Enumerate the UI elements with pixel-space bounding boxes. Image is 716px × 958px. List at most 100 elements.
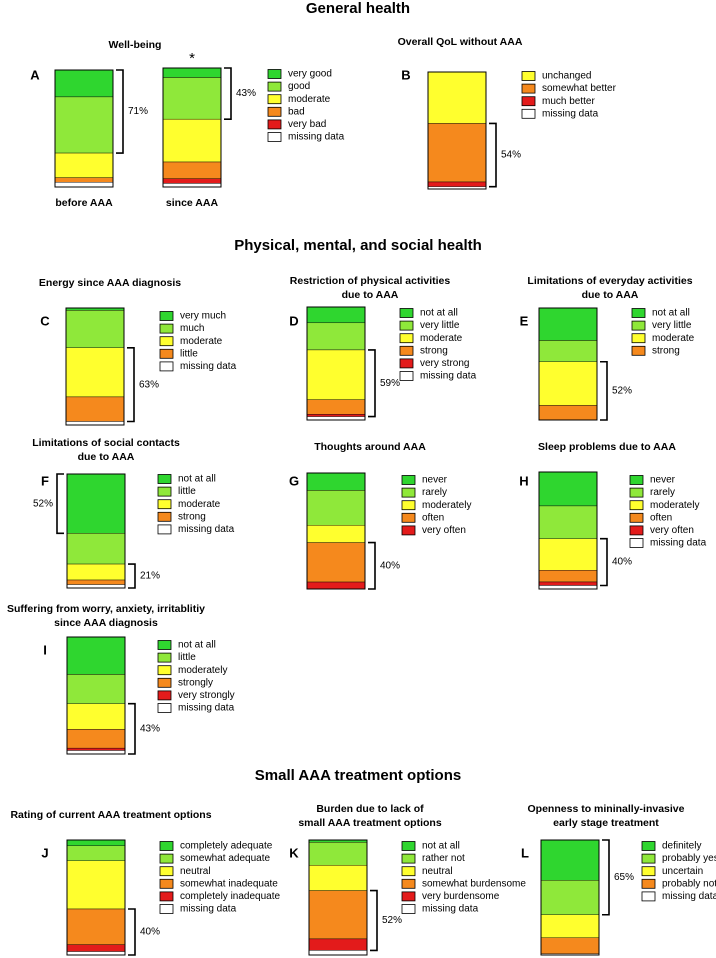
bracket (127, 346, 135, 423)
panel-letter: C (40, 313, 50, 328)
bar-segment (540, 937, 600, 955)
bar-segment (66, 750, 126, 755)
bar-segment (538, 340, 598, 362)
legend-swatch (521, 96, 536, 107)
legend-label: little (180, 348, 198, 359)
panel-letter: G (289, 473, 299, 488)
bar-segment (306, 306, 366, 324)
category-label: before AAA (55, 197, 113, 209)
bar-outline (54, 69, 114, 188)
legend-swatch (401, 866, 416, 877)
legend-label: missing data (180, 361, 237, 372)
legend-label: strong (178, 511, 206, 522)
legend-label: definitely (662, 841, 701, 852)
bracket (368, 541, 376, 590)
legend-swatch (159, 348, 174, 359)
bar-segment (66, 584, 126, 589)
bar-segment (308, 938, 368, 951)
bar-segment (306, 349, 366, 400)
legend-label: rarely (422, 487, 447, 498)
legend-label: missing data (420, 371, 477, 382)
bar-outline (162, 67, 222, 188)
bracket (128, 702, 136, 755)
bar-segment (66, 703, 126, 730)
bar-segment (65, 396, 125, 422)
legend-swatch (157, 703, 172, 713)
legend-swatch (401, 853, 416, 864)
panel-letter: B (401, 67, 410, 82)
panel-letter: I (43, 642, 47, 657)
panel-title: small AAA treatment options (298, 817, 441, 829)
bar-segment (308, 865, 368, 891)
bracket (602, 839, 610, 916)
legend-swatch (267, 94, 282, 105)
bracket-label: 40% (612, 557, 632, 568)
legend-label: completely adequate (180, 841, 273, 852)
legend-label: not at all (178, 640, 216, 651)
legend-label: often (650, 512, 672, 523)
legend-label: very often (422, 525, 466, 536)
legend-swatch (401, 512, 416, 523)
panel-title: due to AAA (78, 451, 135, 463)
legend-swatch (157, 690, 172, 701)
bar-segment (538, 361, 598, 406)
bar-segment (306, 525, 366, 543)
legend-swatch (157, 486, 172, 497)
legend-label: missing data (542, 108, 599, 119)
legend-swatch (157, 524, 172, 535)
panel-letter: K (289, 845, 299, 860)
legend-label: often (422, 512, 444, 523)
bracket (128, 563, 136, 589)
panel-title: due to AAA (342, 289, 399, 301)
legend-swatch (159, 841, 174, 851)
legend-swatch (267, 119, 282, 130)
bar-segment (306, 322, 366, 351)
bracket (56, 473, 64, 535)
bar-segment (66, 860, 126, 910)
legend-label: somewhat adequate (180, 853, 271, 864)
bar-segment (66, 729, 126, 749)
panel-title: Openness to mininally-invasive (528, 803, 685, 815)
legend-swatch (401, 878, 416, 889)
bar-segment (538, 307, 598, 341)
bar-segment (162, 183, 222, 188)
legend-swatch (159, 323, 174, 334)
legend-swatch (641, 878, 656, 889)
panel-title: Sleep problems due to AAA (538, 441, 676, 453)
legend-label: missing data (178, 703, 235, 714)
legend-swatch (159, 904, 174, 914)
legend-label: very little (420, 320, 460, 331)
bar-segment (540, 839, 600, 881)
legend-swatch (267, 69, 282, 79)
bar-segment (306, 414, 366, 417)
bar-outline (306, 306, 366, 421)
bar-outline (66, 473, 126, 589)
legend-label: moderate (178, 499, 221, 510)
bar-segment (66, 563, 126, 581)
panel-letter: A (30, 67, 40, 82)
legend-swatch (629, 500, 644, 511)
legend-label: neutral (422, 866, 453, 877)
bar-segment (538, 585, 598, 590)
legend-label: missing data (650, 538, 707, 549)
bar-outline (306, 472, 366, 590)
bar-segment (538, 581, 598, 586)
bar-segment (540, 880, 600, 915)
panel-title: Burden due to lack of (316, 803, 424, 815)
bar-segment (162, 118, 222, 163)
legend-label: probably not (662, 878, 716, 889)
bar-segment (66, 747, 126, 751)
legend-swatch (631, 308, 646, 318)
panel-title: Rating of current AAA treatment options (10, 809, 211, 821)
bar-segment (162, 178, 222, 184)
legend-label: unchanged (542, 71, 592, 82)
bracket-label: 65% (614, 872, 634, 883)
bar-segment (308, 950, 368, 956)
bracket-label: 54% (501, 150, 521, 161)
bracket (116, 69, 124, 154)
panel-letter: J (41, 845, 48, 860)
panel-title: Restriction of physical activities (290, 275, 451, 287)
bar-segment (66, 839, 126, 846)
legend-label: good (288, 81, 310, 92)
